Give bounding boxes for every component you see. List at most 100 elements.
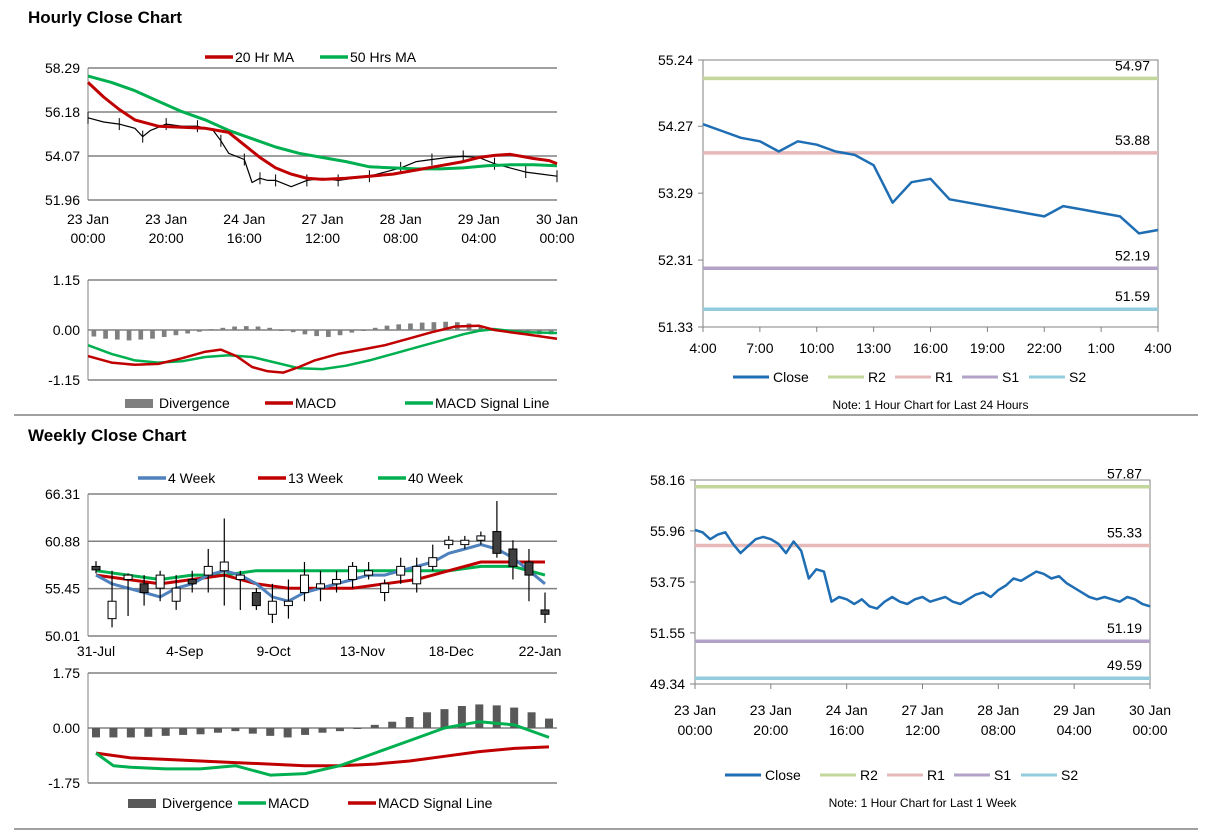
candle-body	[91, 565, 101, 571]
close-series-line	[87, 117, 558, 188]
divergence-bar	[361, 330, 366, 331]
y-tick-label: 1.75	[53, 665, 80, 681]
divergence-bar	[103, 330, 108, 339]
y-tick-label: 60.88	[45, 533, 80, 549]
candle-body	[251, 592, 261, 607]
legend-label: Close	[773, 369, 809, 385]
legend-label: R1	[927, 767, 945, 783]
candle-body	[316, 583, 325, 589]
y-tick-label: 58.16	[650, 472, 685, 488]
candle-body	[203, 565, 213, 576]
divergence-bar	[443, 321, 448, 330]
legend-label: S1	[1002, 369, 1019, 385]
x-tick-label: 24 Jan	[223, 211, 265, 227]
x-tick-label: 16:00	[829, 722, 864, 738]
candle-body	[219, 561, 229, 572]
candle-body	[187, 578, 197, 585]
x-tick-label: 00:00	[677, 722, 712, 738]
level-label-r2: 57.87	[1107, 466, 1142, 482]
weekly-levels-chart: 58.16 55.96 53.75 51.55 49.34 23 Jan 00:00 23 J…	[650, 466, 1171, 810]
legend-label: 20 Hr MA	[235, 49, 295, 65]
y-tick-label: 1.15	[53, 272, 80, 288]
x-tick-label: 7:00	[746, 340, 773, 356]
x-tick-label: 10:00	[799, 340, 834, 356]
y-tick-label: 52.31	[658, 252, 693, 268]
legend-label: R2	[868, 369, 886, 385]
divergence-bar	[314, 330, 319, 337]
y-tick-label: 50.01	[45, 628, 80, 644]
divergence-bar	[179, 728, 188, 735]
x-tick-label: 29 Jan	[458, 211, 500, 227]
divergence-bar	[302, 330, 308, 335]
x-tick-label: 04:00	[461, 230, 496, 246]
legend-label: 50 Hrs MA	[350, 49, 417, 65]
candle-body	[396, 565, 406, 576]
divergence-bar	[510, 707, 519, 728]
legend-label: 40 Week	[408, 470, 464, 486]
y-tick-label: -1.15	[48, 372, 80, 388]
plot-frame	[702, 59, 1159, 328]
hourly-section-title: Hourly Close Chart	[28, 8, 182, 27]
x-tick-label: 22:00	[1027, 340, 1062, 356]
candle-body	[476, 535, 486, 541]
divergence-bar	[197, 330, 202, 332]
divergence-bar	[318, 728, 327, 733]
x-tick-label: 4-Sep	[166, 643, 204, 659]
divergence-bar	[384, 325, 390, 330]
divergence-bar	[353, 728, 362, 729]
candle-body	[155, 574, 165, 589]
divergence-bar	[290, 330, 296, 333]
y-tick-label: 0.00	[53, 720, 80, 736]
level-label-s2: 51.59	[1115, 288, 1150, 304]
y-tick-label: 54.27	[658, 118, 693, 134]
x-tick-label: 4:00	[689, 340, 716, 356]
x-tick-label: 20:00	[753, 722, 788, 738]
50hrs-ma-line	[87, 74, 558, 171]
legend-label: S2	[1069, 369, 1086, 385]
divergence-bar	[337, 330, 343, 336]
level-label-s1: 52.19	[1115, 247, 1150, 263]
y-tick-label: 0.00	[53, 322, 80, 338]
divergence-bar	[266, 728, 275, 736]
hourly-levels-chart: 55.24 54.27 53.29 52.31 51.33 4:00 7:00 10:00 13…	[658, 52, 1172, 412]
legend-label: 4 Week	[168, 470, 216, 486]
divergence-bar	[138, 330, 144, 340]
divergence-bar	[161, 330, 167, 337]
hourly-macd-chart: 1.15 0.00 -1.15 Divergence MACD MACD Signal L…	[48, 272, 558, 411]
divergence-bar	[335, 728, 344, 732]
level-label-s2: 49.59	[1107, 657, 1142, 673]
divergence-bar	[388, 721, 397, 728]
candle-body	[348, 565, 358, 580]
y-tick-label: 49.34	[650, 676, 685, 692]
candle-body	[412, 565, 422, 585]
legend-label: R1	[935, 369, 953, 385]
x-tick-label: 27 Jan	[901, 702, 943, 718]
divergence-bar	[161, 728, 170, 736]
divergence-bar	[349, 330, 355, 333]
legend-label: MACD Signal Line	[435, 395, 550, 411]
candle-body	[380, 583, 390, 594]
x-tick-label: 23 Jan	[750, 702, 792, 718]
x-tick-label: 30 Jan	[536, 211, 578, 227]
x-tick-label: 4:00	[1144, 340, 1171, 356]
x-tick-label: 12:00	[905, 722, 940, 738]
divergence-bar	[475, 704, 484, 728]
chart-note: Note: 1 Hour Chart for Last 1 Week	[829, 796, 1018, 810]
y-tick-label: 51.33	[658, 319, 693, 335]
x-tick-label: 08:00	[383, 230, 418, 246]
x-tick-label: 12:00	[305, 230, 340, 246]
legend-label: Divergence	[162, 795, 233, 811]
divergence-bar	[144, 728, 153, 737]
x-tick-label: 00:00	[1132, 722, 1167, 738]
x-tick-label: 18-Dec	[429, 643, 474, 659]
divergence-bar	[267, 327, 273, 330]
level-label-s1: 51.19	[1107, 620, 1142, 636]
y-tick-label: 53.75	[650, 574, 685, 590]
level-label-r1: 53.88	[1115, 132, 1150, 148]
divergence-bar	[423, 712, 432, 728]
candle-body	[524, 561, 534, 576]
divergence-bar	[301, 728, 310, 735]
x-tick-label: 30 Jan	[1129, 702, 1171, 718]
legend-label: S1	[994, 767, 1011, 783]
